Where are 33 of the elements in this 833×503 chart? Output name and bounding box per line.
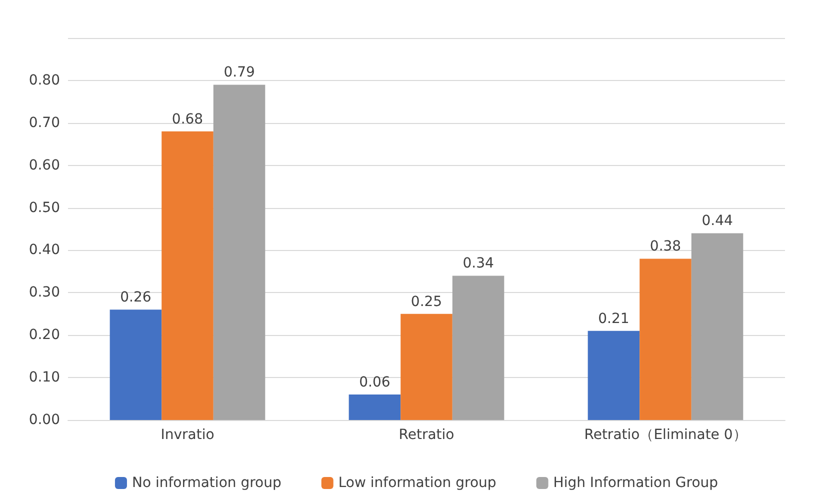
- y-tick-label: 0.00: [28, 412, 60, 428]
- bar: [348, 394, 401, 420]
- data-label: 0.79: [224, 64, 255, 81]
- data-label: 0.44: [702, 213, 733, 230]
- bar: [691, 233, 744, 420]
- bar: [162, 131, 214, 420]
- data-label: 0.34: [462, 256, 494, 272]
- y-tick-label: 0.20: [28, 327, 60, 344]
- x-tick-label: Retratio: [398, 427, 454, 443]
- bar: [213, 84, 266, 420]
- data-label: 0.68: [172, 111, 204, 128]
- y-tick-label: 0.70: [28, 114, 60, 131]
- bar: [588, 330, 640, 420]
- y-tick-label: 0.30: [28, 284, 60, 301]
- legend-label: High Information Group: [553, 475, 718, 491]
- data-label: 0.06: [359, 374, 390, 391]
- data-label: 0.26: [120, 290, 152, 306]
- x-tick-label: Retratio（Eliminate 0）: [584, 427, 747, 443]
- y-tick-label: 0.80: [28, 72, 60, 88]
- bar: [640, 258, 692, 420]
- legend-label: Low information group: [338, 475, 496, 491]
- bar: [452, 276, 504, 420]
- y-tick-label: 0.60: [28, 157, 60, 174]
- x-tick-label: Invratio: [160, 427, 214, 443]
- data-label: 0.21: [598, 310, 630, 327]
- legend-label: No information group: [132, 475, 282, 491]
- bar: [110, 310, 162, 420]
- bar: [400, 314, 452, 420]
- data-label: 0.25: [410, 294, 442, 310]
- y-tick-label: 0.50: [28, 200, 60, 216]
- data-label: 0.38: [650, 238, 682, 255]
- y-tick-label: 0.40: [28, 242, 60, 258]
- y-tick-label: 0.10: [28, 370, 60, 386]
